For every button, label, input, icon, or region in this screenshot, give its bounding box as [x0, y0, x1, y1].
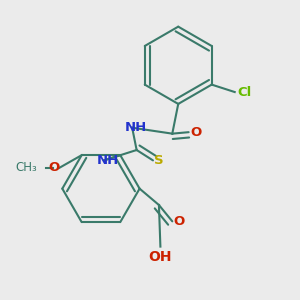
Text: S: S [154, 154, 164, 167]
Text: OH: OH [149, 250, 172, 264]
Text: O: O [190, 126, 201, 139]
Text: O: O [174, 215, 185, 228]
Text: NH: NH [97, 154, 119, 167]
Text: Cl: Cl [238, 85, 252, 98]
Text: NH: NH [125, 121, 147, 134]
Text: CH₃: CH₃ [15, 161, 37, 174]
Text: O: O [48, 161, 59, 174]
